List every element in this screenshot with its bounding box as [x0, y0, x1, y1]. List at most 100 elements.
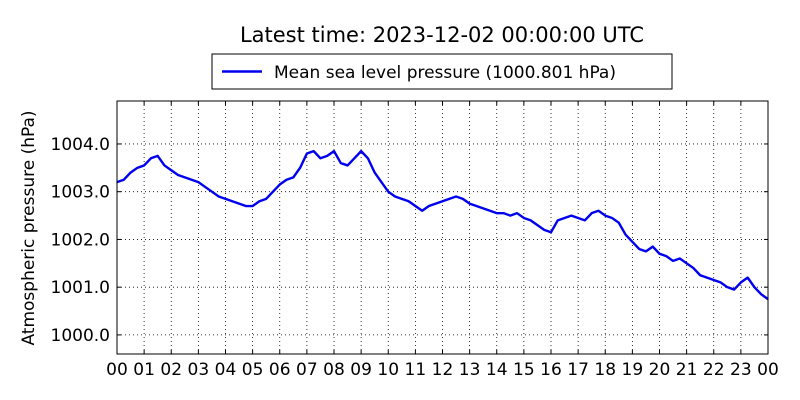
x-tick-label: 09 — [350, 360, 372, 380]
x-tick-label: 16 — [540, 360, 562, 380]
series-point — [360, 150, 362, 152]
x-tick-label: 11 — [405, 360, 427, 380]
series-point — [197, 181, 199, 183]
series-point — [265, 198, 267, 200]
x-tick-label: 18 — [594, 360, 616, 380]
series-point — [489, 210, 491, 212]
series-point — [536, 224, 539, 226]
series-point — [523, 217, 525, 219]
series-point — [407, 200, 410, 202]
series-point — [584, 219, 586, 221]
series-point — [455, 195, 457, 198]
series-point — [577, 217, 579, 219]
series-point — [530, 219, 532, 221]
x-tick-label: 05 — [242, 360, 264, 380]
series-point — [435, 203, 437, 205]
x-tick-label: 02 — [160, 360, 182, 380]
series-point — [686, 262, 688, 264]
x-tick-label: 00 — [106, 360, 128, 380]
series-point — [618, 222, 620, 224]
x-tick-label: 23 — [730, 360, 752, 380]
axis-ticks: 00 01 02 03 04 05 06 07 08 09 10 11 12 13 14 15 16 17 18 19… — [51, 101, 779, 380]
x-tick-label: 17 — [567, 360, 589, 380]
x-tick-label: 08 — [323, 360, 345, 380]
series-point — [285, 179, 288, 181]
series-point — [706, 277, 708, 279]
x-tick-label: 10 — [377, 360, 399, 380]
series-point — [570, 214, 572, 217]
x-tick-label: 15 — [513, 360, 535, 380]
series-point — [163, 164, 166, 167]
legend: Mean sea level pressure (1000.801 hPa) — [211, 53, 673, 90]
series-point — [306, 152, 308, 155]
x-tick-label: 07 — [296, 360, 318, 380]
series-point — [692, 267, 695, 269]
x-tick-label: 19 — [622, 360, 644, 380]
series-point — [631, 241, 633, 243]
legend-series-label: Mean sea level pressure (1000.801 hPa) — [274, 63, 616, 83]
series-layer — [116, 149, 769, 301]
series-point — [665, 255, 667, 257]
series-point — [170, 169, 172, 171]
x-tick-label: 03 — [188, 360, 210, 380]
legend-box — [211, 53, 673, 90]
series-point — [313, 150, 315, 152]
series-point — [740, 281, 742, 283]
series-point — [394, 195, 396, 198]
series-point — [448, 198, 450, 200]
series-point — [672, 260, 674, 262]
series-point — [299, 167, 301, 169]
series-point — [550, 231, 552, 233]
series-point — [211, 191, 213, 193]
series-point — [543, 229, 545, 231]
series-point — [482, 207, 484, 210]
series-point — [150, 157, 152, 159]
x-tick-label: 04 — [215, 360, 237, 380]
series-point — [652, 245, 654, 248]
y-tick-label: 1003.0 — [51, 183, 110, 203]
series-point — [340, 162, 342, 164]
series-point — [563, 217, 566, 219]
series-point — [157, 155, 159, 157]
y-axis-label: Atmospheric pressure (hPa) — [19, 110, 39, 345]
series-point — [502, 212, 505, 214]
series-point — [123, 179, 125, 181]
chart-title: Latest time: 2023-12-02 00:00:00 UTC — [240, 23, 644, 47]
series-point — [374, 172, 376, 174]
x-tick-label: 20 — [649, 360, 671, 380]
series-point — [143, 164, 145, 167]
x-tick-label: 13 — [459, 360, 481, 380]
series-point — [611, 217, 613, 219]
series-point — [645, 250, 647, 252]
series-point — [753, 286, 756, 288]
series-point — [136, 167, 138, 169]
series-point — [699, 274, 701, 276]
series-point — [353, 157, 355, 159]
series-point — [509, 214, 511, 217]
series-point — [380, 181, 383, 183]
series-point — [245, 205, 247, 207]
series-point — [428, 205, 430, 207]
series-point — [462, 198, 464, 200]
series-point — [272, 191, 274, 193]
x-tick-label: 12 — [432, 360, 454, 380]
series-point — [326, 155, 328, 157]
series-point — [414, 205, 416, 207]
series-point — [658, 253, 661, 255]
series-point — [346, 164, 349, 167]
series-point — [238, 203, 240, 205]
series-point — [292, 176, 294, 178]
x-tick-label: 01 — [133, 360, 155, 380]
plot-frame — [116, 100, 769, 355]
y-tick-label: 1004.0 — [51, 135, 110, 155]
series-point — [726, 286, 728, 288]
series-point — [367, 157, 369, 159]
x-tick-label: 14 — [486, 360, 508, 380]
series-point — [597, 210, 600, 212]
series-point — [218, 195, 220, 198]
series-point — [733, 288, 735, 291]
series-point — [190, 179, 193, 181]
series-point — [279, 183, 281, 186]
series-point — [319, 157, 322, 159]
